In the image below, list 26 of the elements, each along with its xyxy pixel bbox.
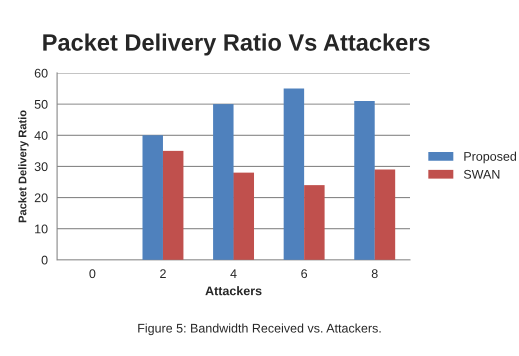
y-tick-label: 40 — [34, 131, 48, 140]
x-tick-label: 6 — [301, 269, 308, 278]
x-axis-title: Attackers — [205, 286, 262, 296]
bar — [354, 101, 375, 260]
chart-title: Packet Delivery Ratio Vs Attackers — [43, 33, 430, 56]
bar — [162, 150, 184, 260]
bar — [304, 185, 325, 260]
legend-label: Proposed — [464, 152, 516, 164]
x-tick-label: 0 — [89, 269, 96, 278]
y-tick-label: 0 — [42, 256, 48, 265]
bar — [284, 88, 304, 260]
legend-label: SWAN — [464, 170, 500, 179]
y-tick-label: 30 — [34, 162, 48, 172]
y-tick-label: 20 — [34, 193, 48, 202]
x-tick-label: 8 — [372, 269, 378, 278]
x-tick-label: 4 — [230, 269, 237, 278]
y-tick-label: 10 — [35, 224, 48, 234]
y-axis-title: Packet Delivery Ratio — [18, 110, 29, 222]
y-tick-label: 60 — [34, 68, 48, 78]
bar — [234, 172, 254, 260]
caption: Figure 5: Bandwidth Received vs. Attackers. — [138, 323, 381, 336]
bar — [142, 135, 163, 260]
y-tick-label: 50 — [34, 100, 48, 109]
bar — [374, 170, 396, 260]
bar — [213, 104, 234, 260]
x-tick-label: 2 — [160, 269, 166, 278]
